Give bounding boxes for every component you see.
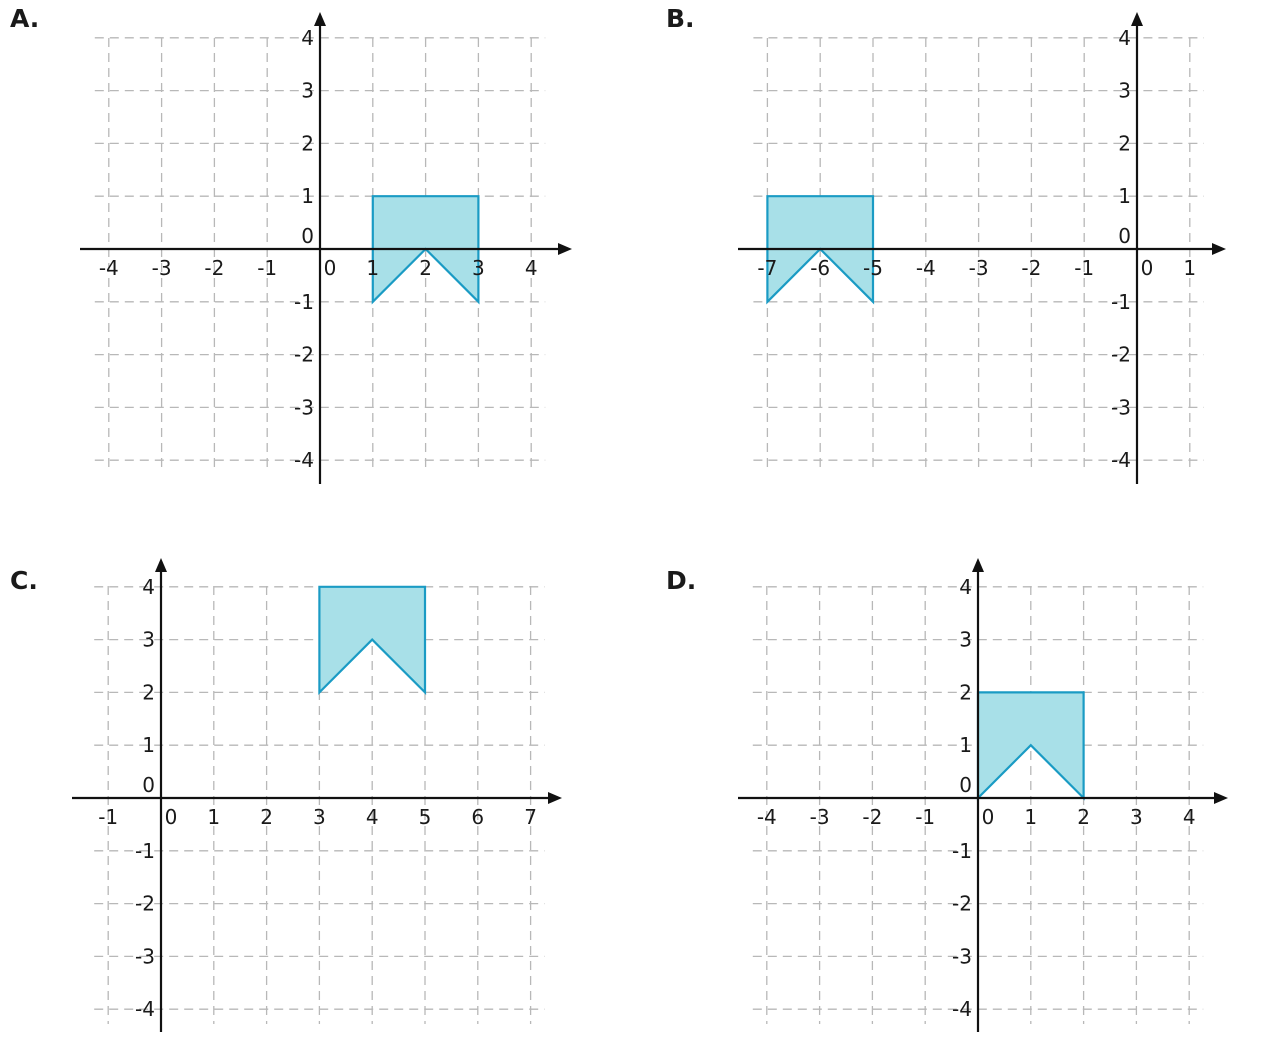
y-tick-label: 3 xyxy=(959,628,972,652)
y-tick-label: 0 xyxy=(301,224,314,248)
x-axis-arrow-icon xyxy=(548,792,562,804)
x-tick-label: 4 xyxy=(1183,805,1196,829)
plot-b: -7 -6 -5 -4 -3 -2 -1 0 1 -4 -3 -2 -1 0 1 2 3 4 xyxy=(738,12,1226,484)
x-tick-label: 1 xyxy=(1024,805,1037,829)
y-tick-label: -4 xyxy=(294,448,314,472)
x-tick-label: 6 xyxy=(471,805,484,829)
y-tick-label: 1 xyxy=(301,184,314,208)
x-tick-label: -7 xyxy=(757,256,777,280)
y-tick-label: 3 xyxy=(1118,79,1131,103)
y-tick-label: 3 xyxy=(142,628,155,652)
y-tick-label: 1 xyxy=(1118,184,1131,208)
x-tick-label: 0 xyxy=(982,805,995,829)
x-tick-label: 3 xyxy=(1130,805,1143,829)
x-tick-label: 4 xyxy=(366,805,379,829)
x-tick-label: 2 xyxy=(260,805,273,829)
x-tick-label: 0 xyxy=(1141,256,1154,280)
y-tick-label: -1 xyxy=(952,839,972,863)
panel-label-a: A. xyxy=(10,4,40,33)
y-axis-arrow-icon xyxy=(972,558,984,572)
y-axis-arrow-icon xyxy=(314,12,326,26)
y-tick-label: 0 xyxy=(1118,224,1131,248)
x-tick-label: 2 xyxy=(1077,805,1090,829)
y-tick-label: -2 xyxy=(135,892,155,916)
plot-a: -4 -3 -2 -1 0 1 2 3 4 -4 -3 -2 -1 0 1 2 3 4 xyxy=(80,12,572,484)
x-tick-label: -6 xyxy=(810,256,830,280)
y-tick-label: 4 xyxy=(301,26,314,50)
x-tick-label: -1 xyxy=(257,256,277,280)
plot-c: -1 0 1 2 3 4 5 6 7 -4 -3 -2 -1 0 1 2 3 4 xyxy=(72,558,562,1032)
y-tick-label: 0 xyxy=(142,773,155,797)
y-tick-label: -2 xyxy=(294,343,314,367)
x-tick-label: -1 xyxy=(1074,256,1094,280)
x-tick-label: 7 xyxy=(524,805,537,829)
y-tick-label: -4 xyxy=(952,997,972,1021)
panel-label-c: C. xyxy=(10,566,38,595)
y-tick-label: -4 xyxy=(135,997,155,1021)
x-tick-label: 1 xyxy=(1183,256,1196,280)
y-tick-label: 4 xyxy=(142,575,155,599)
y-axis-arrow-icon xyxy=(155,558,167,572)
y-tick-label: 2 xyxy=(959,680,972,704)
x-tick-label: -3 xyxy=(969,256,989,280)
y-tick-label: -3 xyxy=(1111,395,1131,419)
x-tick-label: -1 xyxy=(915,805,935,829)
y-tick-label: 2 xyxy=(142,680,155,704)
x-tick-label: -4 xyxy=(916,256,936,280)
y-tick-label: -3 xyxy=(952,944,972,968)
x-tick-label: -2 xyxy=(204,256,224,280)
x-tick-label: -3 xyxy=(810,805,830,829)
y-axis-arrow-icon xyxy=(1131,12,1143,26)
x-tick-label: -1 xyxy=(98,805,118,829)
y-tick-label: 2 xyxy=(301,131,314,155)
x-tick-label: -2 xyxy=(1021,256,1041,280)
shape-polygon xyxy=(318,585,427,696)
x-tick-label: -2 xyxy=(862,805,882,829)
y-tick-label: -3 xyxy=(294,395,314,419)
y-tick-label: 4 xyxy=(959,575,972,599)
y-tick-label: 4 xyxy=(1118,26,1131,50)
y-tick-label: -1 xyxy=(135,839,155,863)
y-tick-label: -3 xyxy=(135,944,155,968)
x-tick-label: -5 xyxy=(863,256,883,280)
y-tick-label: 2 xyxy=(1118,131,1131,155)
y-tick-label: 1 xyxy=(959,733,972,757)
y-tick-label: -2 xyxy=(1111,343,1131,367)
x-tick-label: -4 xyxy=(757,805,777,829)
x-tick-label: -3 xyxy=(152,256,172,280)
x-tick-label: 1 xyxy=(366,256,379,280)
y-tick-label: -1 xyxy=(294,290,314,314)
x-tick-label: 4 xyxy=(525,256,538,280)
y-tick-label: -4 xyxy=(1111,448,1131,472)
y-tick-label: -1 xyxy=(1111,290,1131,314)
y-tick-label: 3 xyxy=(301,79,314,103)
x-tick-label: 1 xyxy=(207,805,220,829)
panel-label-d: D. xyxy=(666,566,697,595)
x-axis-arrow-icon xyxy=(1214,792,1228,804)
x-tick-label: 0 xyxy=(324,256,337,280)
y-tick-label: 1 xyxy=(142,733,155,757)
grid xyxy=(753,37,1204,472)
x-axis-arrow-icon xyxy=(558,243,572,255)
x-tick-label: 2 xyxy=(419,256,432,280)
y-tick-label: 0 xyxy=(959,773,972,797)
x-tick-label: 0 xyxy=(165,805,178,829)
panel-label-b: B. xyxy=(666,4,695,33)
x-tick-label: -4 xyxy=(99,256,119,280)
x-axis-arrow-icon xyxy=(1212,243,1226,255)
x-tick-label: 5 xyxy=(419,805,432,829)
x-tick-label: 3 xyxy=(472,256,485,280)
y-tick-label: -2 xyxy=(952,892,972,916)
plot-d: -4 -3 -2 -1 0 1 2 3 4 -4 -3 -2 -1 0 1 2 3 4 xyxy=(738,558,1228,1032)
x-tick-label: 3 xyxy=(313,805,326,829)
